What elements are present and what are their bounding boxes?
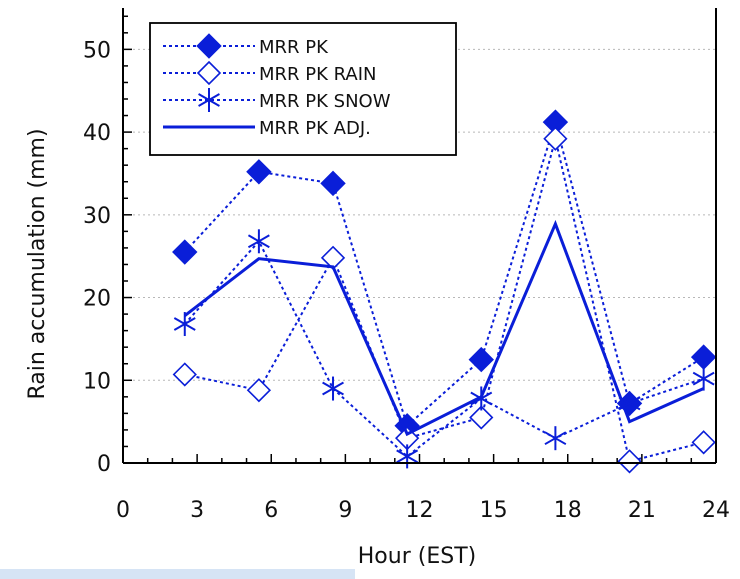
x-tick-label: 18	[554, 498, 582, 523]
point-s2-3-stroke-2	[396, 449, 419, 464]
legend-label-2: MRR PK SNOW	[259, 91, 391, 112]
y-tick-label: 30	[83, 204, 111, 229]
x-tick-label: 3	[190, 498, 204, 523]
y-tick-label: 0	[97, 452, 111, 477]
legend-label-3: MRR PK ADJ.	[259, 118, 371, 139]
tick-labels: 0 3 6 9 12 15 18 21 24 0 10 20 30 40 50	[83, 38, 730, 523]
point-s2-6-stroke-2	[618, 396, 641, 411]
x-tick-label: 15	[480, 498, 508, 523]
legend-marker-2-stroke-2	[198, 93, 220, 107]
point-s2-7-stroke-2	[692, 371, 715, 386]
point-s1-7	[691, 430, 716, 455]
point-s1-4	[469, 405, 494, 430]
point-s2-1	[247, 229, 270, 254]
point-s2-2-stroke-2	[322, 381, 344, 396]
bottom-strip	[0, 569, 355, 579]
x-tick-label: 6	[264, 498, 278, 523]
x-tick-label: 9	[338, 498, 352, 523]
point-s1-6	[617, 449, 642, 474]
point-s0-1	[246, 159, 272, 185]
plot-frame	[122, 8, 717, 464]
point-s0-7	[690, 344, 717, 370]
point-s2-2	[322, 376, 344, 401]
point-s0-0	[172, 239, 198, 265]
y-tick-label: 50	[83, 38, 111, 63]
point-s2-5	[544, 426, 567, 451]
y-tick-label: 40	[83, 121, 111, 146]
x-axis-title: Hour (EST)	[358, 544, 476, 569]
y-axis-title: Rain accumulation (mm)	[25, 128, 50, 399]
x-tick-label: 21	[628, 498, 656, 523]
x-tick-label: 12	[406, 498, 434, 523]
point-s0-2	[320, 170, 346, 197]
legend-label-1: MRR PK RAIN	[259, 64, 377, 85]
series-layer	[172, 109, 717, 474]
point-s1-5	[543, 126, 568, 151]
point-s2-7	[692, 366, 715, 391]
point-s1-0	[172, 362, 197, 387]
point-s0-4	[468, 346, 494, 373]
series-line-2	[184, 239, 704, 458]
legend-marker-0	[196, 33, 222, 59]
legend-marker-2	[198, 88, 220, 112]
series-line-3	[183, 219, 705, 437]
point-s2-1-stroke-2	[247, 234, 270, 249]
point-s1-1	[246, 378, 272, 403]
y-tick-label: 20	[83, 287, 111, 312]
y-tick-label: 10	[83, 369, 111, 394]
point-s2-3	[396, 444, 419, 469]
series-line-1	[184, 138, 704, 463]
point-s2-0	[173, 312, 196, 337]
point-s2-5-stroke-2	[544, 431, 567, 446]
legend-marker-1	[196, 60, 222, 86]
series-line-0	[184, 118, 705, 428]
x-tick-label: 0	[116, 498, 130, 523]
legend-label-0: MRR PK	[259, 37, 329, 58]
x-tick-label: 24	[702, 498, 730, 523]
legend: MRR PK MRR PK RAIN MRR PK SNOW MRR PK ADJ.	[149, 22, 457, 156]
point-s2-0-stroke-2	[173, 317, 196, 331]
